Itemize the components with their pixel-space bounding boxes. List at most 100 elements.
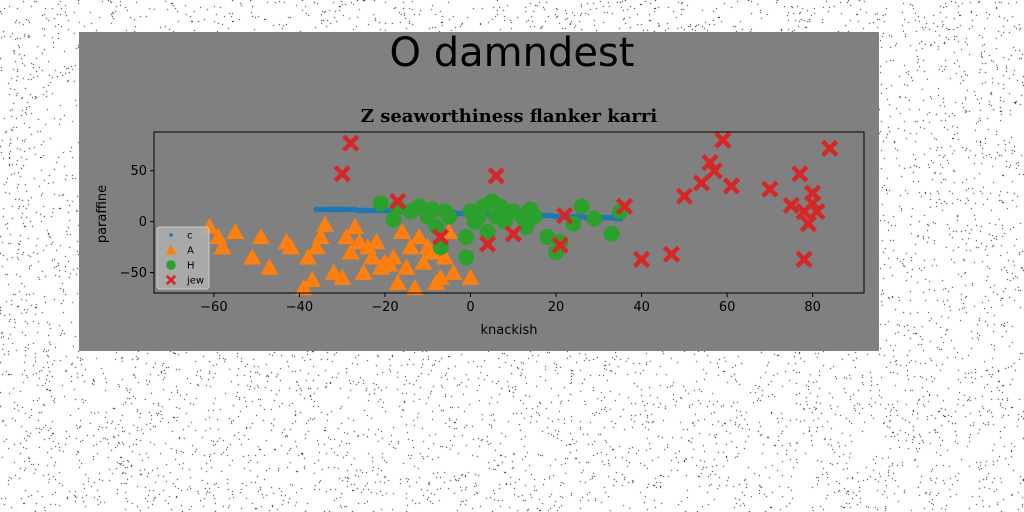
legend-label-c: c: [187, 231, 193, 242]
data-point-A: [333, 268, 352, 285]
data-point-A: [423, 243, 442, 260]
data-point-c: [334, 206, 341, 213]
legend-marker-H: [166, 260, 176, 270]
data-point-c: [364, 207, 371, 214]
data-point-A: [303, 270, 322, 287]
data-point-A: [393, 222, 412, 240]
data-point-A: [213, 238, 232, 255]
data-point-jew: [821, 139, 839, 157]
data-point-jew: [714, 131, 732, 149]
data-point-H: [428, 218, 445, 235]
series-jew: [333, 131, 839, 268]
data-point-H: [458, 228, 475, 245]
y-tick-label: −50: [120, 266, 147, 281]
data-point-A: [243, 248, 262, 265]
data-point-jew: [692, 174, 711, 192]
data-point-c: [330, 206, 337, 213]
data-point-c: [343, 206, 350, 213]
data-point-jew: [615, 197, 634, 215]
data-point-jew: [675, 187, 693, 205]
data-point-c: [553, 213, 560, 220]
data-point-jew: [705, 162, 723, 180]
data-point-A: [401, 238, 420, 255]
data-point-jew: [556, 206, 574, 225]
y-axis-ticks: −50 0 50: [120, 164, 154, 281]
data-point-A: [388, 273, 407, 291]
figure-suptitle: O damndest: [389, 30, 635, 76]
data-point-jew: [808, 202, 826, 221]
data-point-A: [294, 278, 313, 296]
chart-title: Z seaworthiness flanker karri: [361, 106, 658, 127]
x-tick-label: 20: [548, 300, 565, 315]
data-point-H: [539, 228, 556, 245]
legend-label-H: H: [187, 261, 195, 272]
data-point-c: [544, 212, 551, 219]
data-point-A: [431, 268, 450, 285]
chart-marks: [200, 131, 839, 296]
data-point-A: [226, 222, 245, 240]
data-point-H: [573, 198, 590, 215]
data-point-A: [311, 227, 330, 245]
data-point-H: [526, 208, 543, 225]
data-point-A: [281, 238, 300, 255]
data-point-jew: [722, 177, 741, 195]
data-point-c: [360, 207, 367, 214]
legend-marker-A: [165, 244, 177, 255]
data-point-A: [384, 248, 403, 265]
data-point-jew: [782, 196, 800, 214]
data-point-c: [356, 207, 363, 214]
figure-panel: [79, 32, 879, 351]
y-tick-label: 50: [130, 164, 147, 179]
y-axis-label: paraffine: [95, 185, 110, 243]
x-tick-label: 80: [804, 300, 821, 315]
data-point-H: [586, 210, 603, 227]
data-point-A: [444, 263, 463, 280]
data-point-H: [492, 198, 509, 215]
data-point-A: [341, 243, 360, 260]
data-point-c: [339, 206, 346, 213]
data-point-c: [369, 207, 376, 214]
data-point-H: [479, 223, 496, 240]
x-tick-label: 40: [633, 300, 650, 315]
data-point-jew: [791, 165, 809, 183]
plot-area-frame: [153, 131, 865, 294]
data-point-H: [385, 211, 402, 228]
x-tick-label: −40: [286, 300, 313, 315]
legend-marker-c: [169, 233, 173, 237]
legend-label-jew: jew: [186, 276, 204, 287]
data-point-c: [326, 206, 333, 213]
data-point-A: [307, 238, 326, 255]
data-point-jew: [504, 225, 522, 243]
data-point-jew: [333, 165, 351, 183]
x-tick-label: −60: [200, 300, 227, 315]
legend-label-A: A: [187, 246, 194, 257]
data-point-A: [260, 258, 279, 275]
data-point-H: [603, 225, 620, 242]
y-tick-label: 0: [139, 215, 147, 230]
data-point-A: [405, 278, 424, 296]
data-point-A: [414, 253, 433, 270]
data-point-jew: [761, 180, 779, 198]
data-point-c: [313, 206, 320, 213]
data-point-A: [367, 233, 386, 250]
data-point-c: [322, 206, 329, 213]
data-point-c: [317, 206, 324, 213]
data-point-A: [354, 263, 373, 280]
x-axis-ticks: −60 −40 −20 0 20 40 60 80: [200, 293, 821, 315]
series-A: [200, 215, 480, 296]
data-point-H: [441, 208, 458, 225]
legend-marker-jew: [165, 274, 177, 286]
data-point-A: [251, 227, 270, 245]
data-point-A: [337, 227, 356, 245]
data-point-H: [372, 195, 389, 212]
data-point-jew: [551, 236, 569, 254]
data-point-A: [397, 258, 416, 275]
data-point-jew: [479, 235, 497, 253]
data-point-c: [347, 206, 354, 213]
data-point-A: [410, 227, 429, 245]
data-point-jew: [632, 250, 651, 268]
x-tick-label: 0: [466, 300, 474, 315]
data-point-c: [604, 214, 611, 221]
